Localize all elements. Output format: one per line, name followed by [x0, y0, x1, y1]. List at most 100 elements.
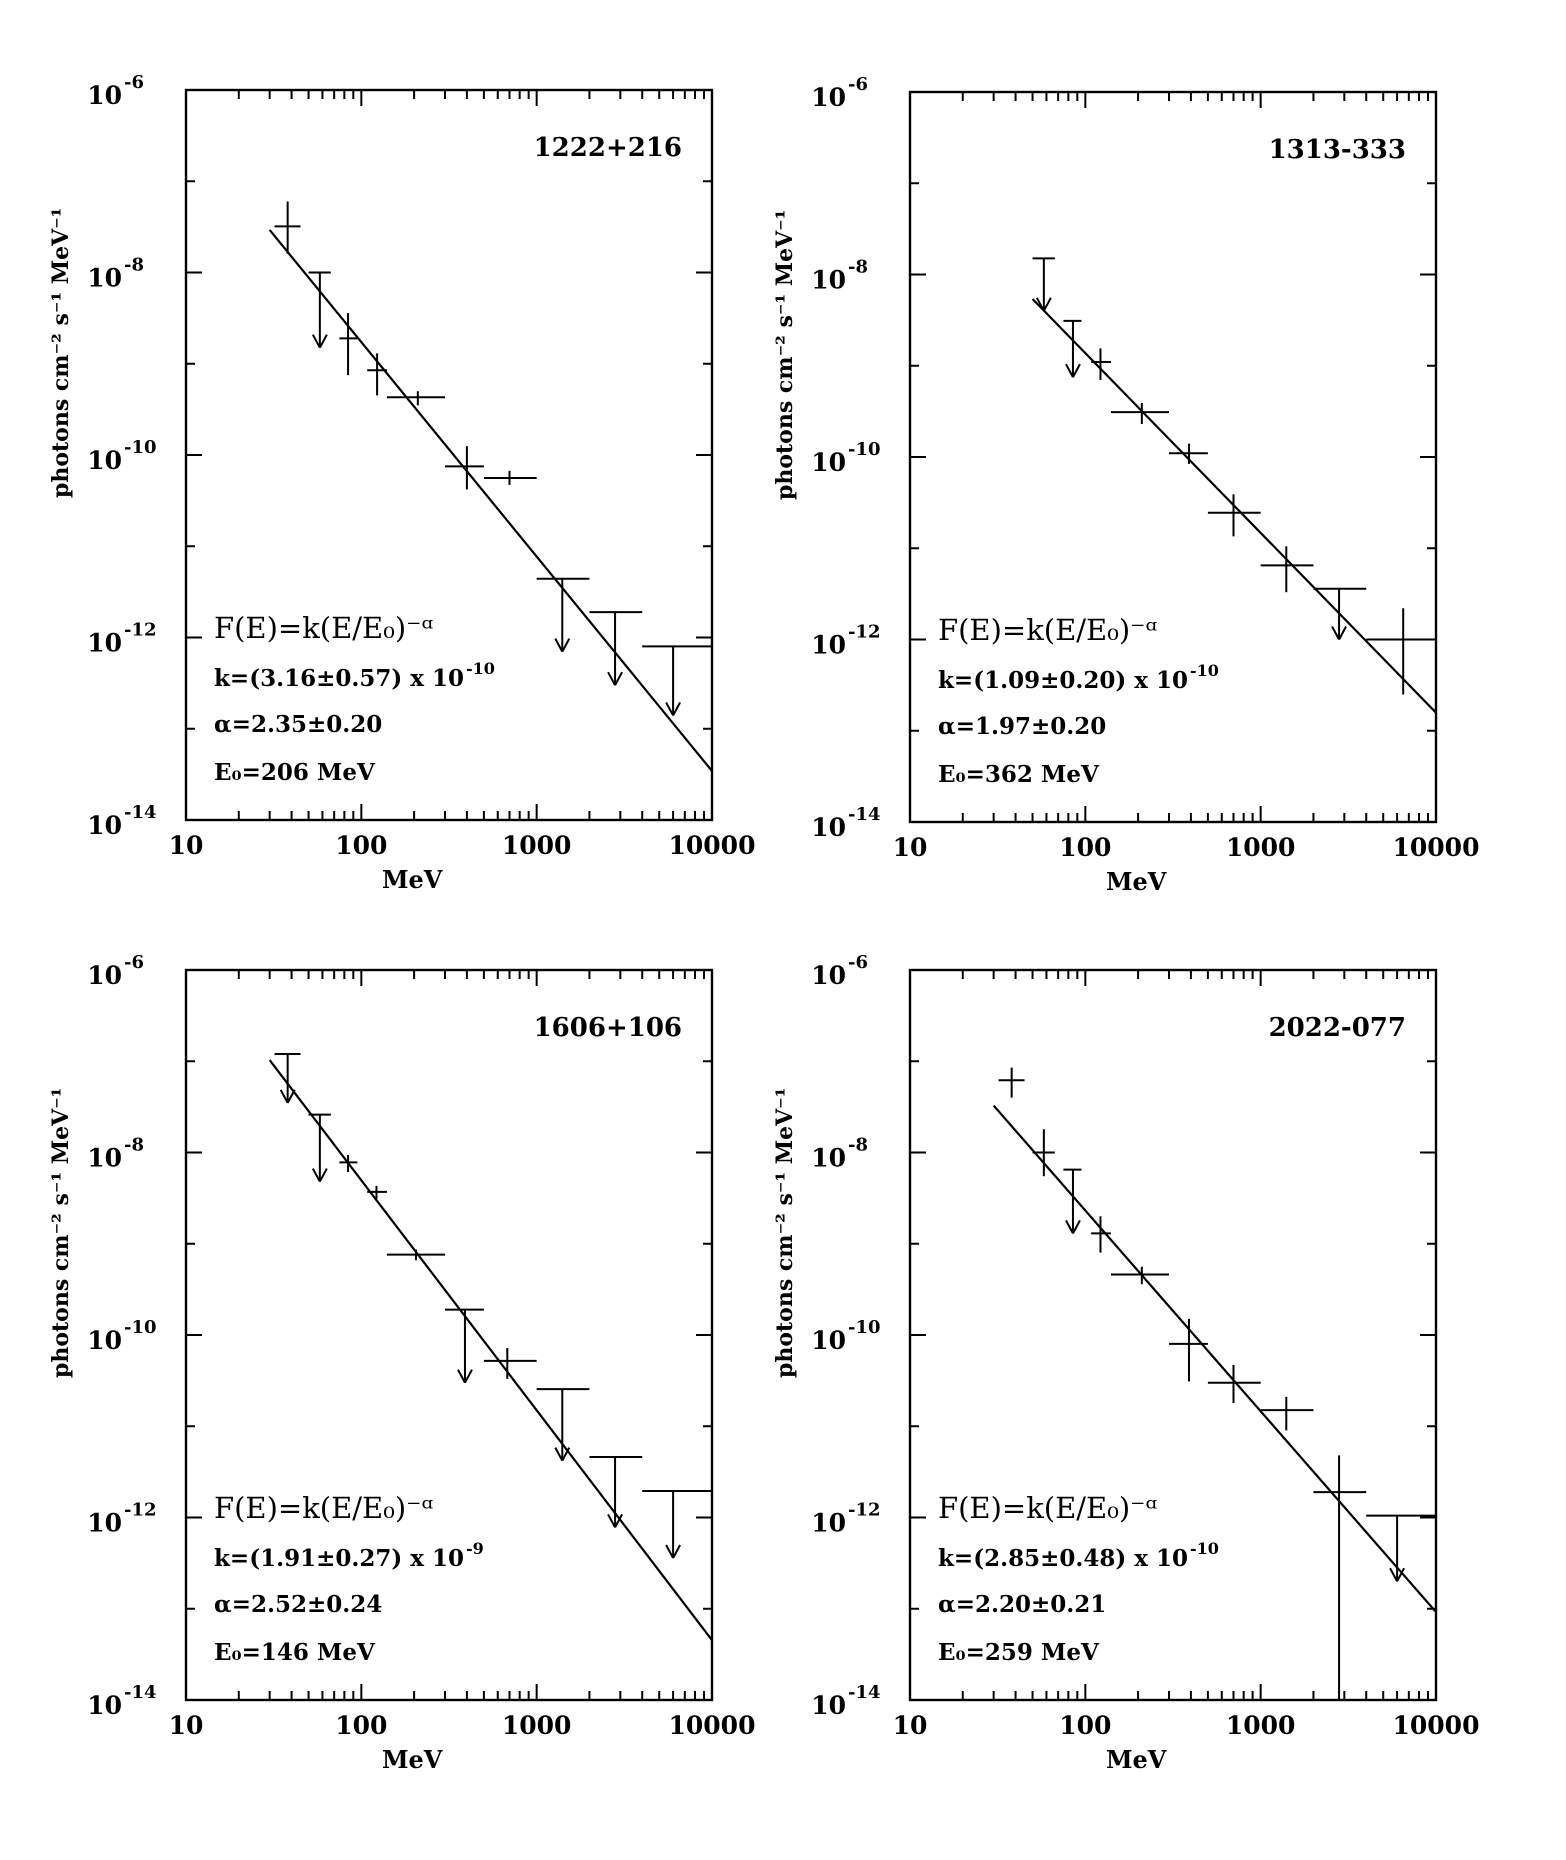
upper-limit-arrowhead	[311, 1168, 321, 1183]
data-point	[1260, 546, 1314, 593]
upper-limit-arrowhead	[1035, 297, 1045, 312]
upper-limit-arrowhead	[561, 1447, 571, 1462]
data-point	[1260, 1396, 1314, 1431]
y-tick-label: 10	[87, 1144, 122, 1173]
data-point	[339, 1154, 358, 1173]
y-tick-label-exponent: -12	[848, 1500, 881, 1521]
upper-limit-arrowhead	[672, 701, 681, 716]
data-point	[339, 312, 358, 376]
data-point	[1110, 403, 1169, 424]
upper-limit-arrowhead	[464, 1369, 473, 1384]
x-tick-label: 10000	[1393, 1711, 1480, 1740]
upper-limit-arrowhead	[457, 1369, 466, 1384]
x-tick-label: 10000	[1393, 833, 1480, 862]
upper-limit-arrowhead	[286, 1089, 296, 1104]
x-tick-label: 10	[169, 831, 204, 860]
upper-limit-arrowhead	[561, 638, 571, 653]
fit-equation: F(E)=k(E/E₀)⁻ᵅ	[214, 611, 433, 645]
fit-param-alpha: α=2.35±0.20	[214, 711, 382, 738]
y-tick-label: 10	[811, 631, 846, 660]
power-law-fit-line	[268, 1059, 713, 1641]
y-tick-label: 10	[87, 81, 122, 110]
fit-param-e0: E₀=259 MeV	[938, 1639, 1100, 1666]
y-tick-label-exponent: -6	[848, 74, 868, 95]
upper-limit	[536, 577, 590, 653]
upper-limit	[589, 611, 643, 686]
y-tick-label: 10	[811, 1691, 846, 1720]
upper-limit-arrowhead	[311, 334, 321, 349]
upper-limit-arrowhead	[614, 671, 623, 686]
x-tick-label: 100	[335, 1711, 387, 1740]
upper-limit	[444, 1308, 484, 1384]
upper-limit-arrowhead	[1331, 626, 1340, 640]
x-tick-label: 1000	[1226, 833, 1296, 862]
data-point	[998, 1067, 1025, 1098]
panel-title: 1606+106	[534, 1013, 682, 1043]
fit-param-k: k=(1.91±0.27) x 10	[214, 1545, 464, 1572]
y-tick-label: 10	[811, 813, 846, 842]
panel-title: 1313-333	[1269, 135, 1406, 165]
y-axis-label: photons cm⁻² s⁻¹ MeV⁻¹	[772, 210, 798, 500]
y-tick-label: 10	[811, 1509, 846, 1538]
y-tick-label: 10	[87, 961, 122, 990]
y-tick-label: 10	[811, 961, 846, 990]
upper-limit-arrowhead	[1042, 297, 1052, 312]
data-point	[1032, 1129, 1055, 1177]
upper-limit	[1366, 1514, 1436, 1582]
fit-param-k-exponent: -9	[466, 1539, 484, 1558]
upper-limit	[642, 645, 712, 716]
y-tick-label-exponent: -10	[124, 437, 157, 458]
upper-limit-arrowhead	[665, 701, 674, 716]
x-tick-label: 10	[893, 1711, 928, 1740]
upper-limit-arrowhead	[1072, 1219, 1081, 1234]
y-tick-label-exponent: -14	[848, 804, 881, 825]
upper-limit-arrowhead	[607, 671, 616, 686]
fit-param-e0: E₀=206 MeV	[214, 759, 376, 786]
y-tick-label: 10	[87, 1509, 122, 1538]
upper-limit	[1063, 1168, 1082, 1234]
y-tick-label: 10	[811, 1326, 846, 1355]
fit-param-k: k=(3.16±0.57) x 10	[214, 665, 464, 692]
fit-param-k-exponent: -10	[1190, 1539, 1219, 1558]
upper-limit-arrowhead	[1072, 363, 1081, 378]
upper-limit-arrowhead	[554, 1447, 564, 1462]
data-point	[367, 1185, 387, 1199]
fit-equation: F(E)=k(E/E₀)⁻ᵅ	[214, 1491, 433, 1525]
y-tick-label: 10	[811, 1144, 846, 1173]
data-point	[483, 470, 537, 485]
fit-param-k: k=(2.85±0.48) x 10	[938, 1545, 1188, 1572]
upper-limit-arrowhead	[665, 1544, 674, 1559]
upper-limit-arrowhead	[1338, 626, 1347, 640]
data-point	[1366, 608, 1436, 695]
y-axis-label: photons cm⁻² s⁻¹ MeV⁻¹	[48, 1088, 74, 1378]
y-tick-label-exponent: -8	[124, 255, 144, 276]
upper-limit	[642, 1490, 712, 1559]
fit-equation: F(E)=k(E/E₀)⁻ᵅ	[938, 613, 1157, 647]
upper-limit-arrowhead	[672, 1544, 681, 1559]
x-tick-label: 1000	[1226, 1711, 1296, 1740]
data-point	[444, 446, 484, 490]
x-axis-label: MeV	[382, 865, 443, 894]
y-axis-label: photons cm⁻² s⁻¹ MeV⁻¹	[48, 208, 74, 498]
upper-limit-arrowhead	[1389, 1567, 1398, 1582]
x-tick-label: 1000	[502, 1711, 572, 1740]
data-point	[1313, 1455, 1367, 1700]
upper-limit	[308, 271, 331, 349]
x-axis-label: MeV	[1106, 1745, 1167, 1774]
data-point	[386, 391, 445, 406]
upper-limit	[589, 1456, 643, 1528]
upper-limit-arrowhead	[318, 1168, 328, 1183]
fit-param-k: k=(1.09±0.20) x 10	[938, 667, 1188, 694]
upper-limit	[274, 1053, 301, 1104]
fit-param-alpha: α=1.97±0.20	[938, 713, 1106, 740]
y-tick-label-exponent: -10	[124, 1317, 157, 1338]
x-tick-label: 10	[893, 833, 928, 862]
y-tick-label-exponent: -6	[124, 952, 144, 973]
x-tick-label: 100	[1059, 1711, 1111, 1740]
data-point	[1091, 1216, 1111, 1253]
y-axis-label: photons cm⁻² s⁻¹ MeV⁻¹	[772, 1088, 798, 1378]
upper-limit-arrowhead	[1065, 363, 1074, 378]
